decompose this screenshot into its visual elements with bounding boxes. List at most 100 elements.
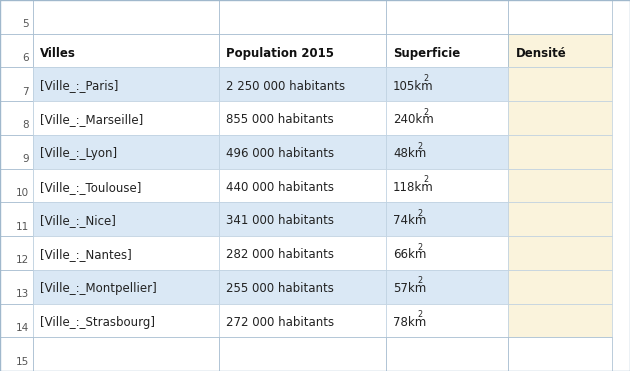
Bar [219, 135, 386, 169]
Text: 105km: 105km [393, 79, 433, 92]
Text: 66km: 66km [393, 248, 427, 261]
Bar [219, 34, 386, 68]
Bar [0, 34, 33, 68]
Text: 11: 11 [16, 221, 29, 232]
Bar [386, 337, 508, 371]
Bar [386, 202, 508, 236]
Bar [386, 169, 508, 202]
Bar [0, 135, 33, 169]
Text: 2 250 000 habitants: 2 250 000 habitants [226, 79, 345, 92]
Text: 2: 2 [418, 276, 423, 285]
Text: 5: 5 [22, 19, 29, 29]
Bar [219, 169, 386, 202]
Text: 2: 2 [424, 74, 429, 83]
Bar [0, 303, 33, 337]
Text: 2: 2 [424, 175, 429, 184]
Bar [33, 202, 219, 236]
Text: [Ville_:_Marseille]: [Ville_:_Marseille] [40, 113, 144, 126]
Bar [386, 135, 508, 169]
Bar [386, 101, 508, 135]
Bar [33, 303, 219, 337]
Text: 341 000 habitants: 341 000 habitants [226, 214, 334, 227]
Bar [386, 303, 508, 337]
Text: 255 000 habitants: 255 000 habitants [226, 282, 334, 295]
Bar [33, 68, 219, 101]
Bar [33, 0, 219, 34]
Bar [0, 236, 33, 270]
Text: 6: 6 [22, 53, 29, 63]
Text: Population 2015: Population 2015 [226, 47, 334, 60]
Bar [386, 0, 508, 34]
Text: 272 000 habitants: 272 000 habitants [226, 316, 335, 329]
Text: 10: 10 [16, 188, 29, 198]
Text: 7: 7 [22, 87, 29, 97]
Text: 48km: 48km [393, 147, 427, 160]
Text: 13: 13 [16, 289, 29, 299]
Text: 74km: 74km [393, 214, 427, 227]
Bar [508, 236, 612, 270]
Bar [386, 270, 508, 303]
Bar [33, 337, 219, 371]
Text: 14: 14 [16, 323, 29, 333]
Text: [Ville_:_Paris]: [Ville_:_Paris] [40, 79, 118, 92]
Bar [0, 0, 33, 34]
Text: 8: 8 [22, 121, 29, 131]
Bar [508, 270, 612, 303]
Text: Superficie: Superficie [393, 47, 461, 60]
Text: [Ville_:_Nantes]: [Ville_:_Nantes] [40, 248, 132, 261]
Bar [0, 270, 33, 303]
Bar [33, 270, 219, 303]
Text: 855 000 habitants: 855 000 habitants [226, 113, 334, 126]
Bar [508, 337, 612, 371]
Text: [Ville_:_Toulouse]: [Ville_:_Toulouse] [40, 181, 142, 194]
Text: Densité: Densité [516, 47, 567, 60]
Text: 15: 15 [16, 357, 29, 367]
Bar [508, 169, 612, 202]
Text: 2: 2 [424, 108, 429, 117]
Bar [219, 236, 386, 270]
Bar [386, 236, 508, 270]
Text: 78km: 78km [393, 316, 427, 329]
Text: 2: 2 [418, 243, 423, 252]
Bar [508, 101, 612, 135]
Text: 118km: 118km [393, 181, 434, 194]
Text: 240km: 240km [393, 113, 434, 126]
Bar [386, 68, 508, 101]
Bar [508, 303, 612, 337]
Bar [219, 270, 386, 303]
Bar [33, 236, 219, 270]
Bar [33, 34, 219, 68]
Bar [33, 101, 219, 135]
Bar [508, 202, 612, 236]
Bar [0, 101, 33, 135]
Text: [Ville_:_Montpellier]: [Ville_:_Montpellier] [40, 282, 157, 295]
Bar [508, 0, 612, 34]
Text: 496 000 habitants: 496 000 habitants [226, 147, 335, 160]
Bar [386, 34, 508, 68]
Bar [508, 68, 612, 101]
Bar [219, 68, 386, 101]
Text: 2: 2 [418, 142, 423, 151]
Bar [508, 135, 612, 169]
Bar [219, 337, 386, 371]
Text: 440 000 habitants: 440 000 habitants [226, 181, 334, 194]
Text: [Ville_:_Strasbourg]: [Ville_:_Strasbourg] [40, 316, 156, 329]
Text: 2: 2 [418, 209, 423, 218]
Text: 282 000 habitants: 282 000 habitants [226, 248, 334, 261]
Text: 12: 12 [16, 255, 29, 265]
Bar [219, 303, 386, 337]
Bar [0, 68, 33, 101]
Bar [508, 34, 612, 68]
Bar [219, 101, 386, 135]
Bar [0, 337, 33, 371]
Bar [219, 0, 386, 34]
Bar [0, 202, 33, 236]
Text: 2: 2 [418, 310, 423, 319]
Bar [33, 169, 219, 202]
Text: [Ville_:_Lyon]: [Ville_:_Lyon] [40, 147, 117, 160]
Text: 57km: 57km [393, 282, 427, 295]
Text: 9: 9 [22, 154, 29, 164]
Bar [33, 135, 219, 169]
Bar [0, 169, 33, 202]
Text: [Ville_:_Nice]: [Ville_:_Nice] [40, 214, 116, 227]
